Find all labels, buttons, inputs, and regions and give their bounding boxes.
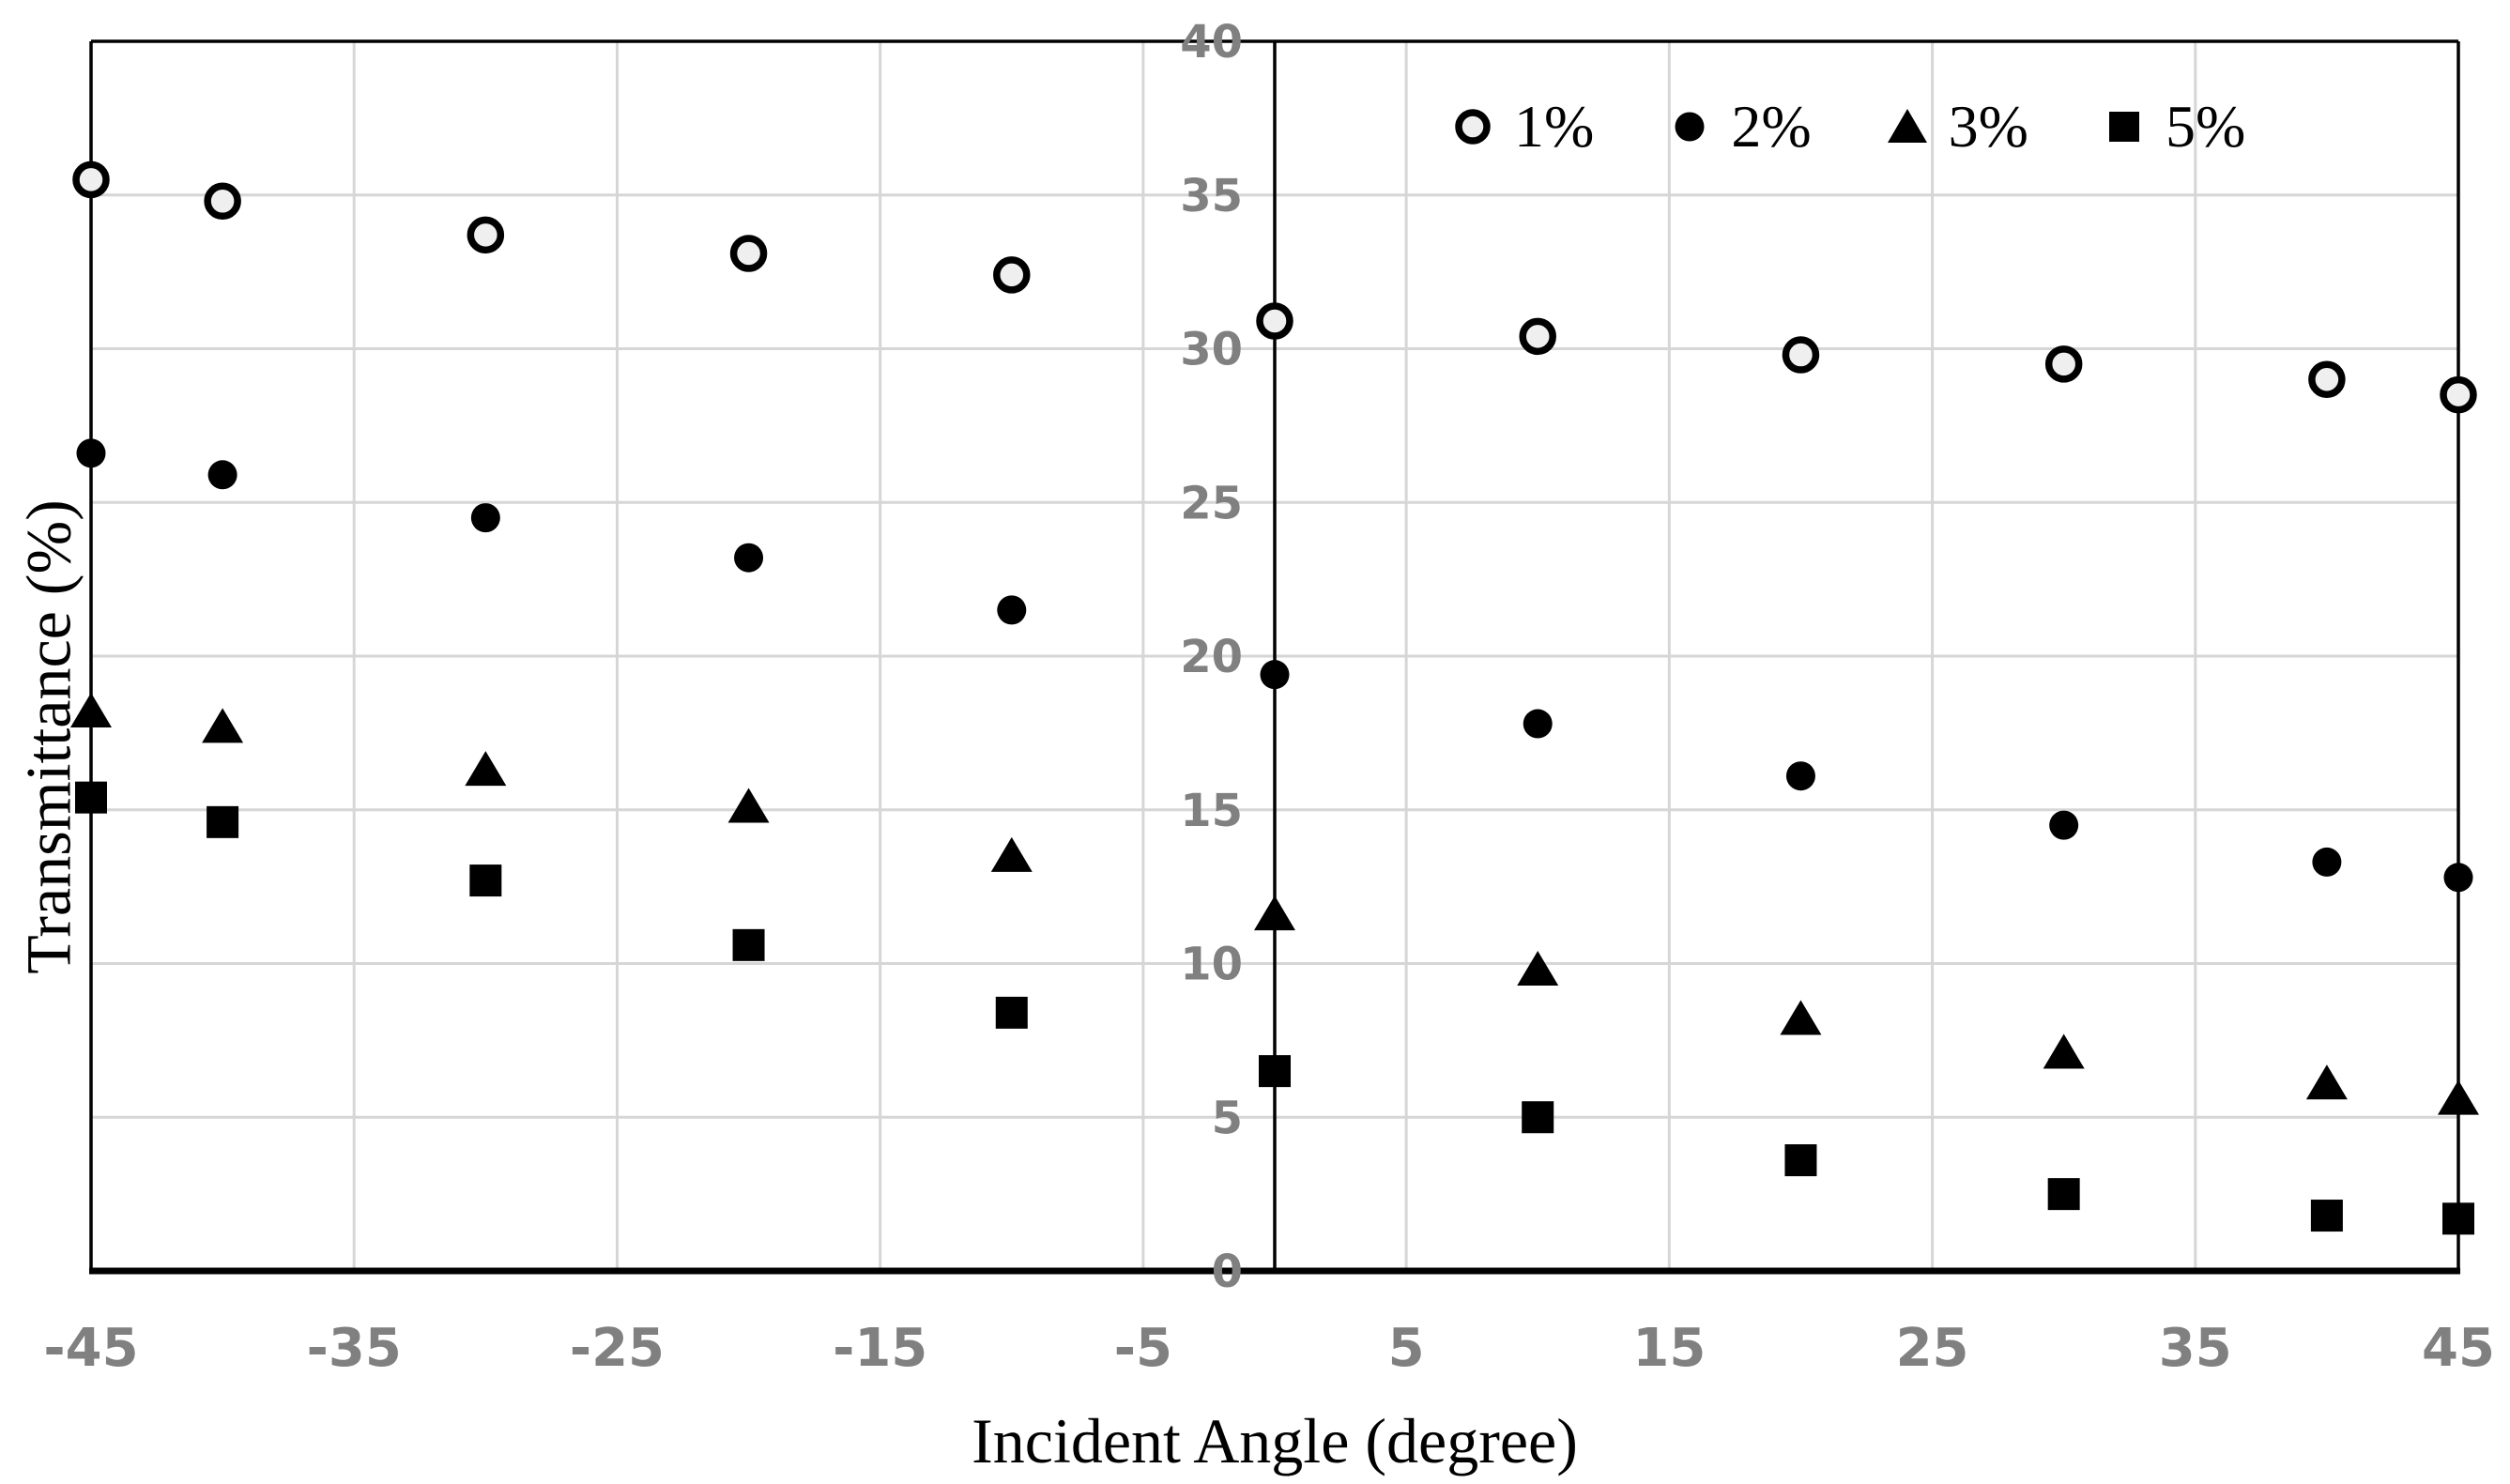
- data-point-3%: [1780, 1000, 1822, 1035]
- filled-triangle-icon: [1885, 104, 1930, 149]
- data-point-1%: [2440, 375, 2477, 414]
- x-tick-label: 45: [2422, 1318, 2495, 1379]
- x-tick-label: -25: [570, 1318, 665, 1379]
- legend-label: 2%: [1731, 93, 1812, 160]
- data-point-2%: [1523, 709, 1553, 739]
- data-point-3%: [727, 788, 770, 823]
- y-tick-label: 40: [1180, 16, 1243, 69]
- legend-item-1pct: 1%: [1450, 97, 1594, 157]
- data-point-2%: [207, 460, 237, 490]
- data-point-5%: [2047, 1178, 2080, 1211]
- data-point-5%: [1259, 1055, 1291, 1088]
- data-point-1%: [1256, 302, 1293, 340]
- y-tick-label: 30: [1180, 324, 1243, 376]
- y-tick-label: 25: [1180, 477, 1243, 529]
- y-axis-title: Transmittance (%): [12, 499, 84, 974]
- data-point-3%: [2305, 1064, 2348, 1100]
- open-circle-icon: [1450, 104, 1495, 149]
- data-point-3%: [465, 751, 507, 787]
- data-point-3%: [990, 836, 1033, 872]
- data-point-1%: [467, 216, 505, 254]
- data-point-2%: [76, 438, 106, 468]
- x-tick-label: -15: [833, 1318, 927, 1379]
- data-point-3%: [2438, 1079, 2479, 1115]
- legend-label: 5%: [2165, 93, 2246, 160]
- data-point-1%: [72, 161, 110, 199]
- legend-item-5pct: 5%: [2102, 97, 2245, 157]
- y-tick-label: 15: [1180, 785, 1243, 837]
- data-point-2%: [1260, 660, 1290, 690]
- data-point-2%: [997, 595, 1027, 625]
- y-tick-label: 35: [1180, 170, 1243, 222]
- data-point-5%: [732, 928, 765, 961]
- data-point-2%: [2443, 863, 2473, 893]
- x-tick-label: 5: [1388, 1318, 1425, 1379]
- y-tick-label: 10: [1180, 939, 1243, 991]
- data-point-1%: [1782, 336, 1820, 374]
- data-point-2%: [734, 543, 764, 573]
- data-point-3%: [202, 708, 244, 743]
- data-point-1%: [2044, 345, 2083, 383]
- data-point-5%: [2310, 1200, 2343, 1232]
- data-point-5%: [207, 805, 239, 838]
- data-point-3%: [70, 692, 112, 727]
- data-point-1%: [2308, 360, 2346, 398]
- legend-label: 1%: [1514, 93, 1595, 160]
- x-tick-label: -45: [43, 1318, 138, 1379]
- data-point-3%: [2043, 1033, 2085, 1069]
- legend: 1% 2% 3% 5%: [1450, 97, 2245, 157]
- data-point-1%: [1519, 317, 1556, 356]
- data-point-1%: [204, 182, 241, 221]
- data-point-5%: [75, 781, 107, 814]
- filled-square-icon: [2102, 104, 2147, 149]
- y-tick-label: 0: [1212, 1246, 1243, 1298]
- data-point-1%: [729, 235, 768, 272]
- data-point-3%: [1254, 895, 1295, 931]
- x-tick-label: 15: [1632, 1318, 1706, 1379]
- data-point-2%: [470, 503, 500, 533]
- data-point-1%: [993, 256, 1031, 294]
- x-tick-label: 35: [2159, 1318, 2232, 1379]
- filled-circle-icon: [1667, 104, 1712, 149]
- legend-label: 3%: [1948, 93, 2028, 160]
- data-point-2%: [1785, 761, 1815, 791]
- data-point-5%: [2442, 1202, 2474, 1235]
- data-point-5%: [469, 864, 502, 897]
- y-tick-label: 20: [1180, 631, 1243, 683]
- x-tick-label: 25: [1896, 1318, 1969, 1379]
- x-tick-label: -5: [1114, 1318, 1172, 1379]
- data-point-5%: [1784, 1144, 1817, 1177]
- data-point-5%: [995, 996, 1028, 1029]
- data-point-3%: [1517, 951, 1559, 987]
- data-point-5%: [1522, 1101, 1554, 1134]
- data-point-2%: [2049, 810, 2079, 840]
- x-tick-label: -35: [307, 1318, 402, 1379]
- data-point-2%: [2312, 847, 2342, 877]
- y-tick-label: 5: [1212, 1092, 1243, 1144]
- x-axis-title: Incident Angle (degree): [972, 1405, 1578, 1476]
- legend-item-2pct: 2%: [1667, 93, 1812, 160]
- legend-item-3pct: 3%: [1885, 97, 2028, 157]
